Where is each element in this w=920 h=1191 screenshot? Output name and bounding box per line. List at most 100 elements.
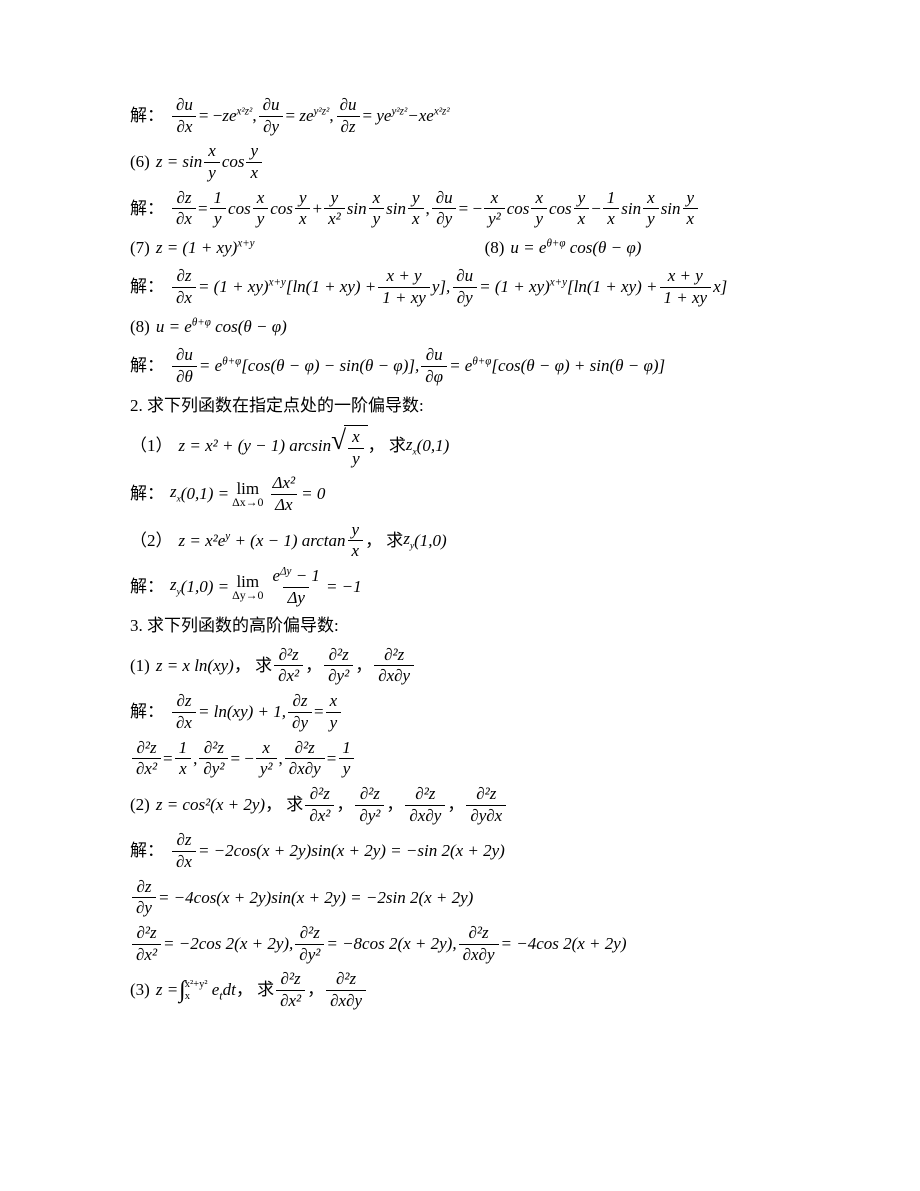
txt: z =	[156, 977, 178, 1003]
txt: cos	[228, 196, 251, 222]
integral-icon: ∫	[179, 981, 186, 1000]
txt: z = x² + (y − 1) arcsin	[179, 433, 332, 459]
f: ∂²z∂y²	[295, 924, 324, 964]
frac-du-dy: ∂u∂y	[432, 189, 457, 229]
frac-dz-dx: ∂z∂x	[172, 267, 196, 307]
f: ∂²z∂x²	[132, 924, 161, 964]
txt: =	[198, 196, 208, 222]
txt: z = x ln(xy)	[156, 653, 234, 679]
f: xy²	[484, 189, 505, 229]
bounds: x²+y²x	[185, 979, 208, 1002]
f: ∂²z∂x∂y	[374, 646, 414, 686]
txt: cos	[222, 149, 245, 175]
f: ∂²z∂x²	[305, 785, 334, 825]
line-2-2-sol: 解： zy (1,0) = limΔy→0 eΔy − 1Δy = −1	[130, 567, 790, 607]
f: 1x	[603, 189, 620, 229]
label-22: （2）	[130, 528, 173, 554]
f: ∂²z∂x∂y	[326, 970, 366, 1010]
txt: = −8cos 2(x + 2y),	[326, 931, 456, 957]
z7: z = (1 + xy)x+y	[156, 235, 255, 261]
frac-du-dz: ∂u∂z	[336, 96, 361, 136]
line-3-2-sol-a: 解： ∂z∂x = −2cos(x + 2y)sin(x + 2y) = −si…	[130, 831, 790, 871]
f: x + y1 + xy	[660, 267, 712, 307]
f: xy	[643, 189, 659, 229]
txt: =	[327, 746, 337, 772]
txt: =	[363, 103, 373, 129]
txt: ，	[386, 792, 403, 818]
zx: zx	[406, 432, 417, 462]
f: yx	[348, 521, 364, 561]
f: 1y	[338, 739, 355, 779]
xe: xex²z²	[419, 103, 450, 129]
f: eΔy − 1Δy	[269, 567, 324, 607]
f: yx	[408, 189, 424, 229]
label-sol: 解：	[130, 274, 164, 300]
f: yx	[574, 189, 590, 229]
line-2-2: （2） z = x²ey + (x − 1) arctan yx ， 求 zy …	[130, 521, 790, 561]
txt: [cos(θ − φ) + sin(θ − φ)]	[491, 353, 665, 379]
f: ∂²z∂y²	[355, 785, 384, 825]
f: ∂²z∂x²	[274, 646, 303, 686]
txt: (1,0)	[414, 528, 447, 554]
f: ∂²z∂x²	[132, 739, 161, 779]
txt: ,	[252, 103, 256, 129]
txt: +	[312, 196, 322, 222]
txt: = −2cos(x + 2y)sin(x + 2y) = −sin 2(x + …	[198, 838, 505, 864]
label-sol: 解：	[130, 699, 164, 725]
txt: = −2cos 2(x + 2y),	[163, 931, 293, 957]
label-sol: 解：	[130, 838, 164, 864]
txt: z = cos²(x + 2y)	[156, 792, 265, 818]
txt: = −1	[326, 574, 362, 600]
txt: ，	[355, 653, 372, 679]
txt: cos	[270, 196, 293, 222]
section-2-title: 2. 求下列函数在指定点处的一阶偏导数:	[130, 393, 790, 419]
label-sol: 解：	[130, 196, 164, 222]
frac-dz-dx: ∂z∂x	[172, 189, 196, 229]
txt: [cos(θ − φ) − sin(θ − φ)],	[241, 353, 419, 379]
txt: (1,0) =	[181, 574, 229, 600]
ze2: zey²z²	[295, 103, 329, 129]
txt: ，	[307, 977, 324, 1003]
txt: (0,1)	[417, 433, 450, 459]
txt: ,	[279, 746, 283, 772]
f: xy	[531, 189, 547, 229]
txt: ,	[426, 196, 430, 222]
frac-1-y: 1y	[210, 189, 227, 229]
txt: [ln(1 + xy) +	[567, 274, 657, 300]
line-2-1: （1） z = x² + (y − 1) arcsin xy ， 求 zx (0…	[130, 425, 790, 468]
txt: = −	[199, 103, 222, 129]
f: xy	[253, 189, 269, 229]
txt: ,	[193, 746, 197, 772]
label-31: (1)	[130, 653, 150, 679]
f: xy	[326, 692, 342, 732]
txt: = eθ+φ	[199, 353, 241, 379]
line-2-1-sol: 解： zx (0,1) = limΔx→0 Δx²Δx = 0	[130, 474, 790, 514]
txt: y],	[432, 274, 450, 300]
frac-x-y: xy	[204, 142, 220, 182]
f: ∂z∂y	[132, 878, 156, 918]
ze1: zex²z²	[222, 103, 252, 129]
section-3-title: 3. 求下列函数的高阶偏导数:	[130, 613, 790, 639]
f: yx	[295, 189, 311, 229]
frac-du-dx: ∂u∂x	[172, 96, 197, 136]
frac-du-dth: ∂u∂θ	[172, 346, 197, 386]
sqrt-icon: xy	[331, 425, 367, 468]
line-8b: (8) u = eθ+φ cos(θ − φ)	[130, 314, 790, 340]
txt: ， 求	[368, 433, 406, 459]
line-3-2: (2) z = cos²(x + 2y) ， 求 ∂²z∂x² ， ∂²z∂y²…	[130, 785, 790, 825]
txt: sin	[347, 196, 367, 222]
label-8: (8)	[130, 314, 150, 340]
f: 1x	[175, 739, 192, 779]
txt: =	[286, 103, 296, 129]
frac-du-dy: ∂u∂y	[452, 267, 477, 307]
txt: = −	[230, 746, 253, 772]
f: ∂z∂x	[172, 692, 196, 732]
f: xy²	[256, 739, 277, 779]
u8: u = eθ+φ cos(θ − φ)	[156, 314, 287, 340]
txt: cos	[507, 196, 530, 222]
txt: = eθ+φ	[449, 353, 491, 379]
txt: = (1 + xy)x+y	[479, 274, 567, 300]
label-sol: 解：	[130, 574, 164, 600]
txt: =	[314, 699, 324, 725]
line-6: (6) z = sin xy cos yx	[130, 142, 790, 182]
